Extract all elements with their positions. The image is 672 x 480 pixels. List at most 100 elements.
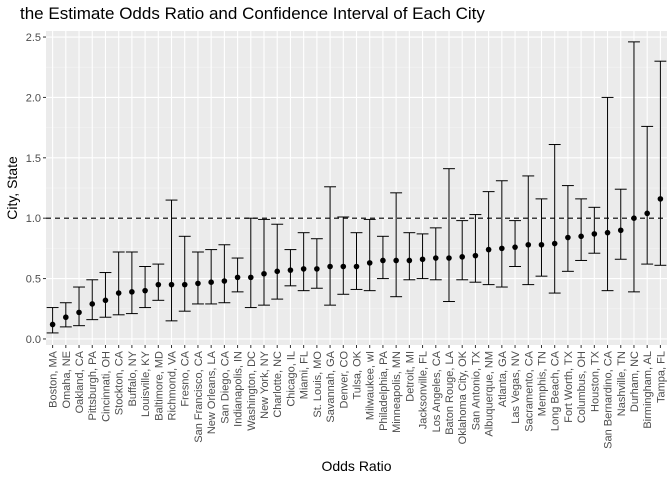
error-bar — [192, 251, 204, 305]
x-tick-label: Detroit, MI — [404, 351, 416, 402]
x-tick-label: San Diego, CA — [219, 350, 231, 423]
error-bar — [509, 220, 521, 267]
estimate-point — [340, 263, 347, 270]
error-bar — [297, 232, 310, 292]
error-bar — [416, 233, 429, 280]
error-bar — [628, 41, 640, 293]
x-tick-label: New York, NY — [259, 350, 271, 419]
estimate-point — [644, 210, 650, 217]
estimate-point — [234, 274, 241, 281]
estimate-point — [274, 268, 281, 275]
error-bar — [522, 175, 535, 286]
x-tick-label: Columbus, OH — [576, 351, 588, 423]
x-tick-label: Cincinnati, OH — [100, 351, 112, 422]
estimate-point — [459, 254, 466, 260]
chart-title: the Estimate Odds Ratio and Confidence I… — [20, 4, 485, 23]
error-bar — [73, 286, 85, 327]
estimate-point — [578, 233, 584, 240]
error-bar — [654, 60, 667, 266]
error-bar — [324, 186, 337, 306]
estimate-point — [327, 263, 333, 270]
error-bar — [205, 249, 218, 305]
x-tick-label: Baltimore, MD — [153, 351, 165, 421]
x-tick-label: Atlanta, GA — [497, 350, 509, 407]
x-tick-label: Durham, NC — [629, 351, 641, 412]
estimate-point — [314, 266, 320, 272]
estimate-point — [63, 314, 69, 321]
estimate-point — [446, 255, 452, 261]
estimate-point — [261, 270, 267, 277]
error-bar — [548, 144, 561, 294]
estimate-point — [472, 252, 479, 259]
estimate-point — [591, 231, 598, 237]
error-bar — [244, 217, 257, 309]
x-tick-label: Boston, MA — [48, 350, 60, 408]
x-tick-label: Milwaukee, wI — [365, 351, 377, 420]
error-bar — [456, 220, 469, 281]
error-bar — [139, 266, 152, 309]
x-tick-label: Nashville, TN — [616, 351, 628, 416]
estimate-point — [155, 281, 162, 288]
x-tick-label: Oakland, CA — [74, 350, 86, 413]
y-tick-label: 1.5 — [26, 153, 41, 165]
x-tick-label: San Bernardino, CA — [603, 350, 615, 448]
error-bar — [588, 206, 601, 254]
error-bar — [561, 185, 574, 272]
error-bars — [46, 41, 667, 334]
x-tick-label: Buffalo, NY — [127, 350, 139, 406]
x-tick-label: Washington, DC — [246, 351, 258, 431]
estimate-point — [565, 234, 571, 241]
x-tick-label: Indianapolis, IN — [233, 351, 245, 427]
error-bar — [258, 218, 270, 306]
error-bar — [535, 198, 548, 277]
x-tick-label: San Antonio, TX — [470, 350, 482, 430]
x-tick-label: Sacramento, CA — [523, 350, 535, 431]
x-tick-label: Chicago, IL — [285, 351, 297, 407]
error-bar — [390, 192, 403, 298]
y-axis-title: City, State — [4, 156, 20, 220]
x-tick-label: Las Vegas, NV — [510, 350, 522, 423]
x-tick-label: Denver, CO — [338, 351, 350, 409]
error-bar — [363, 218, 376, 292]
error-bar — [218, 244, 231, 304]
error-bar — [99, 272, 112, 318]
x-tick-label: Memphis, TN — [536, 351, 548, 416]
estimate-point — [406, 257, 413, 264]
error-bar — [112, 251, 125, 316]
estimate-point — [287, 267, 294, 273]
error-bar — [178, 235, 191, 312]
estimate-point — [195, 280, 201, 287]
x-axis-ticks: Boston, MA Omaha, NE Oakland, CA Pittsburgh… — [48, 345, 667, 449]
error-bar — [403, 232, 416, 281]
y-tick-label: 0.0 — [26, 334, 41, 346]
error-bar — [125, 251, 138, 315]
x-tick-label: Albuquerque, NM — [484, 351, 496, 437]
error-bar — [443, 168, 455, 303]
x-tick-label: Stockton, CA — [114, 350, 126, 415]
x-tick-label: Fresno, CA — [180, 350, 192, 406]
error-bar — [46, 307, 59, 334]
error-bar — [614, 188, 627, 260]
estimate-point — [300, 266, 307, 272]
estimate-point — [366, 260, 373, 266]
error-bar — [165, 199, 178, 322]
x-tick-label: Fort Worth, TX — [563, 350, 575, 422]
x-axis-title: Odds Ratio — [321, 458, 391, 474]
estimate-point — [49, 321, 56, 328]
x-tick-label: Philadelphia, PA — [378, 350, 390, 431]
y-tick-label: 0.5 — [26, 274, 41, 286]
y-tick-label: 2.0 — [26, 92, 41, 104]
estimate-point — [221, 278, 228, 284]
estimate-point — [512, 244, 518, 250]
x-tick-label: Minneapolis, MN — [391, 351, 403, 433]
estimate-point — [631, 215, 637, 221]
error-bar — [86, 279, 99, 321]
error-bar — [641, 125, 654, 265]
estimate-point — [102, 297, 109, 304]
x-tick-label: Charlotte, NC — [272, 351, 284, 418]
estimate-point — [247, 274, 254, 281]
estimate-point — [89, 301, 96, 307]
estimate-point — [76, 309, 82, 316]
x-tick-label: Tampa, FL — [655, 351, 667, 403]
